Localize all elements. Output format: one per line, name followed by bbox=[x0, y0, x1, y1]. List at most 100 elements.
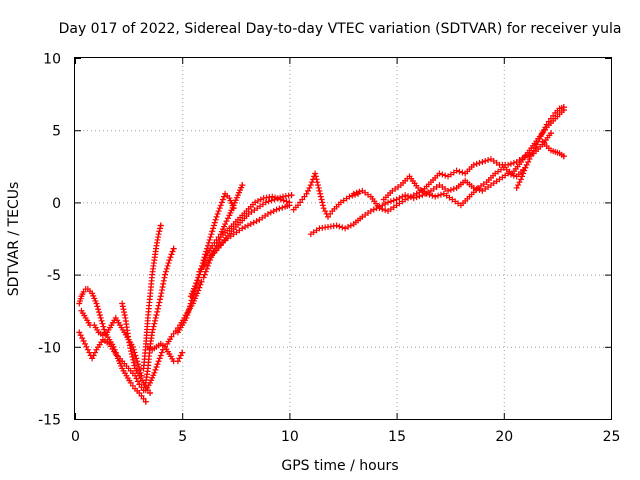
data-point bbox=[119, 300, 126, 307]
data-point bbox=[525, 158, 532, 165]
data-point bbox=[280, 197, 287, 204]
data-point bbox=[244, 222, 251, 229]
data-point bbox=[158, 349, 165, 356]
y-tick-label: 0 bbox=[52, 196, 61, 212]
data-point bbox=[314, 182, 321, 189]
data-point bbox=[262, 199, 269, 206]
data-point bbox=[423, 190, 430, 197]
series-trace-q bbox=[380, 106, 567, 209]
data-point bbox=[470, 161, 477, 168]
series-trace-l bbox=[200, 193, 293, 281]
data-point bbox=[162, 268, 169, 275]
data-point bbox=[185, 309, 192, 316]
data-point bbox=[98, 317, 105, 324]
data-point bbox=[485, 157, 492, 164]
data-point bbox=[128, 348, 135, 355]
data-point bbox=[523, 161, 530, 168]
series-trace-e bbox=[140, 222, 164, 372]
data-point bbox=[169, 248, 176, 255]
data-point bbox=[126, 342, 133, 349]
data-point bbox=[319, 202, 326, 209]
data-point bbox=[158, 290, 165, 297]
data-point bbox=[89, 355, 96, 362]
x-tick-label: 20 bbox=[495, 429, 513, 445]
data-point bbox=[135, 364, 142, 371]
data-point bbox=[153, 364, 160, 371]
data-point bbox=[201, 271, 208, 278]
data-point bbox=[121, 309, 128, 316]
data-point bbox=[279, 204, 286, 211]
data-point bbox=[202, 268, 209, 275]
data-point bbox=[155, 302, 162, 309]
data-point bbox=[165, 260, 172, 267]
data-point bbox=[215, 208, 222, 215]
x-tick-label: 10 bbox=[281, 429, 299, 445]
data-point bbox=[426, 191, 433, 198]
data-point bbox=[161, 274, 168, 281]
data-point bbox=[97, 314, 104, 321]
data-point bbox=[176, 355, 183, 362]
data-point bbox=[268, 197, 275, 204]
data-point bbox=[315, 184, 322, 191]
data-point bbox=[121, 312, 128, 319]
data-point bbox=[318, 196, 325, 203]
data-point bbox=[194, 277, 201, 284]
data-point bbox=[208, 254, 215, 261]
data-point bbox=[510, 159, 517, 166]
data-point bbox=[213, 213, 220, 220]
data-point bbox=[156, 299, 163, 306]
data-point bbox=[288, 192, 295, 199]
data-point bbox=[119, 303, 126, 310]
data-point bbox=[283, 198, 290, 205]
data-point bbox=[547, 130, 554, 137]
data-point bbox=[134, 378, 141, 385]
data-point bbox=[526, 156, 533, 163]
data-point bbox=[154, 305, 161, 312]
data-point bbox=[130, 356, 137, 363]
series-trace-b bbox=[76, 329, 147, 394]
chart-title: Day 017 of 2022, Sidereal Day-to-day VTE… bbox=[59, 21, 622, 37]
data-point bbox=[218, 199, 225, 206]
data-point bbox=[382, 200, 389, 207]
data-point bbox=[164, 262, 171, 269]
data-point bbox=[429, 192, 436, 199]
data-point bbox=[211, 219, 218, 226]
series-trace-h bbox=[144, 340, 186, 365]
data-point bbox=[195, 274, 202, 281]
data-point bbox=[131, 362, 138, 369]
data-point bbox=[307, 182, 314, 189]
data-point bbox=[206, 236, 213, 243]
x-tick-label: 5 bbox=[178, 429, 187, 445]
data-point bbox=[196, 284, 203, 291]
data-point bbox=[435, 192, 442, 199]
data-point bbox=[407, 193, 414, 200]
data-point bbox=[130, 359, 137, 366]
data-point bbox=[160, 277, 167, 284]
x-tick-label: 0 bbox=[71, 429, 80, 445]
data-point bbox=[277, 194, 284, 201]
data-point bbox=[179, 349, 186, 356]
data-point bbox=[207, 234, 214, 241]
series-trace-r bbox=[513, 104, 567, 191]
y-tick-label: -15 bbox=[38, 413, 61, 429]
y-axis-label: SDTVAR / TECUs bbox=[6, 182, 22, 297]
data-point bbox=[560, 104, 567, 111]
data-point bbox=[149, 326, 156, 333]
series-trace-a bbox=[76, 286, 149, 405]
tick-layer: 0 5 10 15 20 25 -15 -10 -5 0 5 10 bbox=[38, 52, 620, 446]
series-trace-p bbox=[350, 130, 554, 215]
data-point bbox=[149, 329, 156, 336]
data-point bbox=[210, 222, 217, 229]
data-point bbox=[195, 287, 202, 294]
data-point bbox=[82, 340, 89, 347]
data-point bbox=[312, 173, 319, 180]
data-point bbox=[442, 172, 449, 179]
data-point bbox=[208, 231, 215, 238]
data-point bbox=[203, 265, 210, 272]
data-point bbox=[379, 206, 386, 213]
data-point bbox=[210, 225, 217, 232]
data-point bbox=[142, 398, 149, 405]
data-point bbox=[560, 153, 567, 160]
data-point bbox=[96, 309, 103, 316]
data-point bbox=[308, 179, 315, 186]
